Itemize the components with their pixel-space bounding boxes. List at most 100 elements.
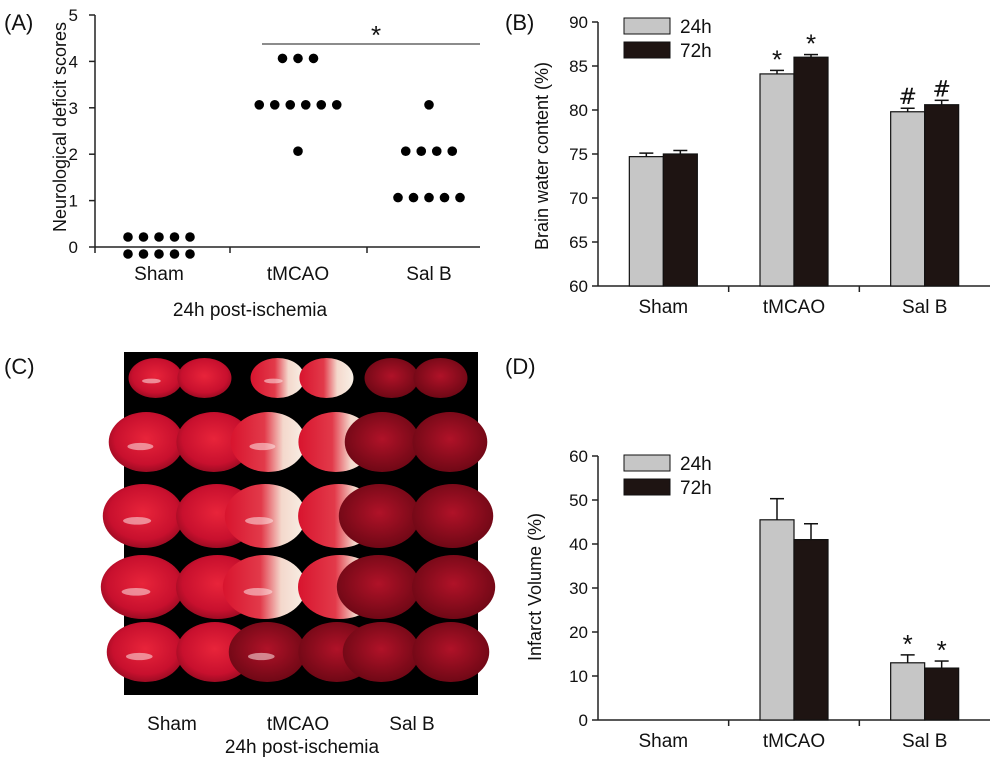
data-point — [293, 53, 303, 64]
data-point — [424, 192, 434, 203]
data-point — [185, 249, 195, 259]
panel-a-x-axis-title: 24h post-ischemia — [173, 300, 328, 321]
brain-slice — [344, 412, 488, 472]
y-tick-label: 3 — [69, 99, 78, 118]
data-point — [400, 146, 411, 156]
panel-d-label: (D) — [505, 354, 536, 379]
x-tick-label: Sal B — [406, 264, 451, 285]
data-point — [123, 249, 133, 259]
y-tick-label: 85 — [569, 57, 588, 76]
y-tick-label: 70 — [569, 189, 588, 208]
panel-c-brain-slices: (C) Sham tMCAO Sal B 24h post-ischemia — [4, 352, 496, 758]
data-point — [431, 146, 442, 156]
significance-mark: # — [898, 85, 916, 110]
brain-slice — [128, 358, 232, 398]
brain-slice — [250, 358, 354, 398]
panel-b-bar-chart: (B) Brain water content (%) 60 65 70 75 80 85… — [505, 10, 990, 318]
y-tick-label: 0 — [69, 238, 78, 257]
data-point — [455, 192, 465, 203]
panel-a-scatter: (A) Neurological deficit scores 0 1 2 3 4 5 S… — [4, 6, 480, 321]
legend-swatch — [623, 41, 671, 59]
y-tick-label: 0 — [579, 711, 588, 730]
x-tick-label: tMCAO — [763, 297, 825, 318]
bar — [924, 104, 960, 287]
panel-c-label: (C) — [4, 354, 35, 379]
data-point — [331, 100, 342, 110]
data-point — [316, 100, 327, 110]
brain-slice — [108, 412, 252, 472]
data-point — [169, 232, 180, 242]
bar — [793, 56, 829, 287]
data-point — [185, 232, 195, 242]
bar — [759, 519, 795, 721]
data-point — [424, 100, 434, 110]
x-tick-label: Sham — [639, 297, 689, 318]
panel-a-x-ticks: Sham tMCAO Sal B — [94, 247, 452, 285]
panel-b-y-axis-title: Brain water content (%) — [532, 62, 552, 250]
data-point — [138, 249, 149, 259]
panel-c-x-axis-title: 24h post-ischemia — [225, 737, 380, 758]
brain-slice-grid — [100, 358, 496, 682]
data-point — [293, 146, 303, 156]
data-point — [285, 100, 296, 110]
data-point — [439, 192, 450, 203]
y-tick-label: 10 — [569, 667, 588, 686]
y-tick-label: 20 — [569, 623, 588, 642]
bar — [924, 667, 960, 721]
panel-a-label: (A) — [4, 10, 33, 35]
panel-d-bar-chart: (D) Infarct Volume (%) 0 10 20 30 40 50 60 Sham… — [505, 354, 990, 752]
data-point — [123, 232, 133, 242]
bar — [793, 538, 829, 721]
brain-slice — [342, 622, 490, 682]
column-label: tMCAO — [267, 714, 329, 735]
y-tick-label: 30 — [569, 579, 588, 598]
bar — [759, 73, 795, 287]
panel-d-y-axis-title: Infarct Volume (%) — [525, 513, 545, 661]
y-tick-label: 60 — [569, 277, 588, 296]
data-point — [447, 146, 458, 156]
brain-slice — [336, 555, 496, 619]
bar — [890, 662, 926, 721]
x-tick-label: Sal B — [902, 297, 947, 318]
column-label: Sal B — [389, 714, 434, 735]
significance-mark: # — [932, 77, 950, 102]
y-tick-label: 80 — [569, 101, 588, 120]
data-point — [154, 232, 164, 242]
x-tick-label: Sal B — [902, 731, 947, 752]
x-tick-label: tMCAO — [267, 264, 329, 285]
legend-swatch — [623, 17, 671, 35]
significance-mark: * — [937, 635, 947, 665]
bar — [662, 153, 698, 287]
x-tick-label: Sham — [134, 264, 184, 285]
data-point — [393, 192, 403, 203]
panel-b-label: (B) — [505, 10, 534, 35]
y-tick-label: 4 — [69, 52, 78, 71]
panel-a-significance-mark: * — [371, 20, 381, 50]
data-point — [254, 100, 265, 110]
y-tick-label: 75 — [569, 145, 588, 164]
data-point — [269, 100, 280, 110]
legend-swatch — [623, 478, 671, 496]
panel-c-column-labels: Sham tMCAO Sal B — [147, 714, 435, 735]
significance-mark: * — [772, 44, 782, 74]
y-tick-label: 60 — [569, 447, 588, 466]
panel-a-points — [123, 53, 465, 259]
brain-slice — [338, 484, 494, 548]
column-label: Sham — [147, 714, 197, 735]
y-tick-label: 40 — [569, 535, 588, 554]
x-tick-label: tMCAO — [763, 731, 825, 752]
data-point — [416, 146, 427, 156]
data-point — [277, 53, 288, 64]
y-tick-label: 50 — [569, 491, 588, 510]
x-tick-label: Sham — [639, 731, 689, 752]
y-tick-label: 2 — [69, 145, 78, 164]
bar — [890, 111, 926, 287]
bar — [628, 156, 664, 287]
legend-swatch — [623, 454, 671, 472]
data-point — [308, 53, 319, 64]
data-point — [154, 249, 164, 259]
data-point — [300, 100, 311, 110]
legend-label: 72h — [680, 41, 712, 62]
